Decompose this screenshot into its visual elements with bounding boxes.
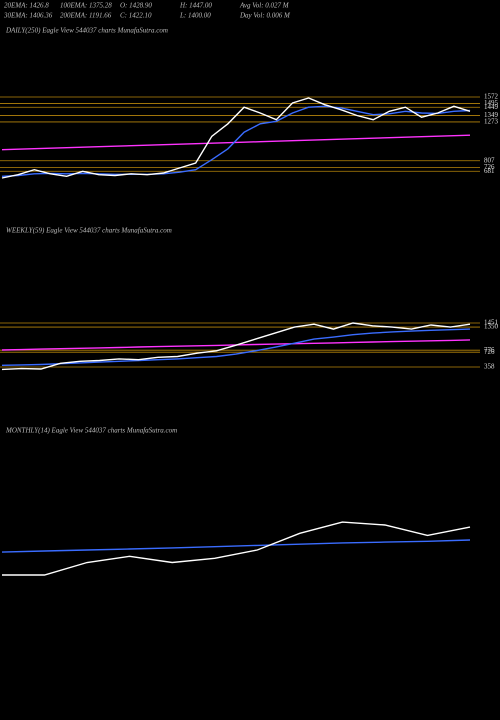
panel-title: DAILY(250) Eagle View 544037 charts Muna… [5,27,168,35]
panel-title: WEEKLY(59) Eagle View 544037 charts Muna… [6,227,172,235]
header-stat: H: 1447.00 [179,2,212,10]
series-line [1,322,471,371]
header-stat: Avg Vol: 0.027 M [239,2,290,10]
y-tick-label: 1495 [484,99,499,107]
header-stat: Day Vol: 0.006 M [239,12,291,20]
y-tick-label: 681 [484,167,495,175]
series-line [1,105,471,177]
y-tick-label: 807 [484,156,495,164]
panel-title: MONTHLY(14) Eagle View 544037 charts Mun… [5,427,177,435]
series-line [1,328,471,366]
series-line [1,97,471,179]
y-tick-label: 776 [484,346,495,354]
y-tick-label: 1572 [484,93,499,101]
y-tick-label: 1349 [484,111,499,119]
y-tick-label: 1350 [484,323,499,331]
series-line [2,521,471,576]
y-tick-label: 1451 [484,319,499,327]
series-line [1,134,471,151]
header-stat: L: 1400.00 [179,12,211,20]
header-stat: O: 1428.90 [120,2,152,10]
header-stat: 20EMA: 1426.8 [4,2,49,10]
header-stat: C: 1422.10 [120,12,152,20]
header-stat: 200EMA: 1191.66 [60,12,112,20]
y-tick-label: 726 [484,348,495,356]
header-stat: 30EMA: 1406.36 [3,12,53,20]
y-tick-label: 1273 [484,118,499,126]
y-tick-label: 358 [484,363,495,371]
y-tick-label: 726 [484,163,495,171]
series-line [1,539,471,553]
y-tick-label: 1449 [484,103,499,111]
header-stat: 100EMA: 1375.28 [60,2,112,10]
